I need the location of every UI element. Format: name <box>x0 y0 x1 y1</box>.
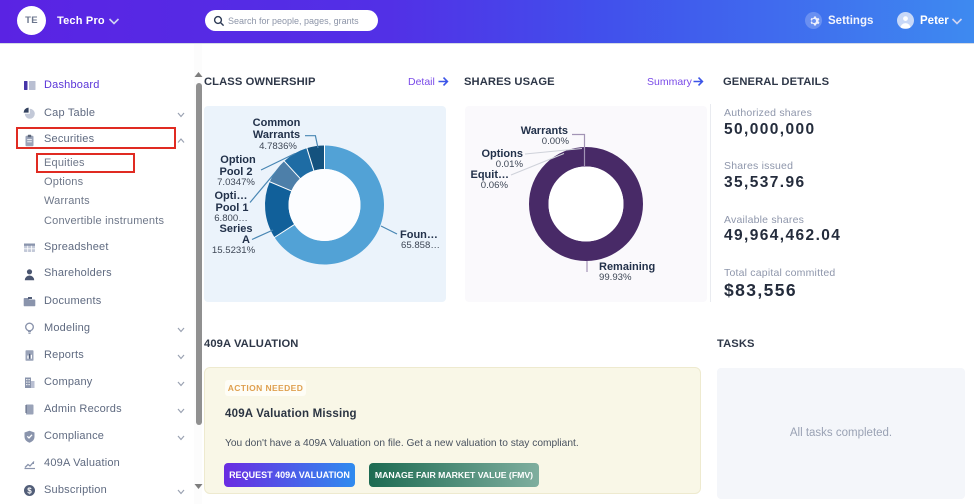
svg-text:$: $ <box>27 486 32 495</box>
